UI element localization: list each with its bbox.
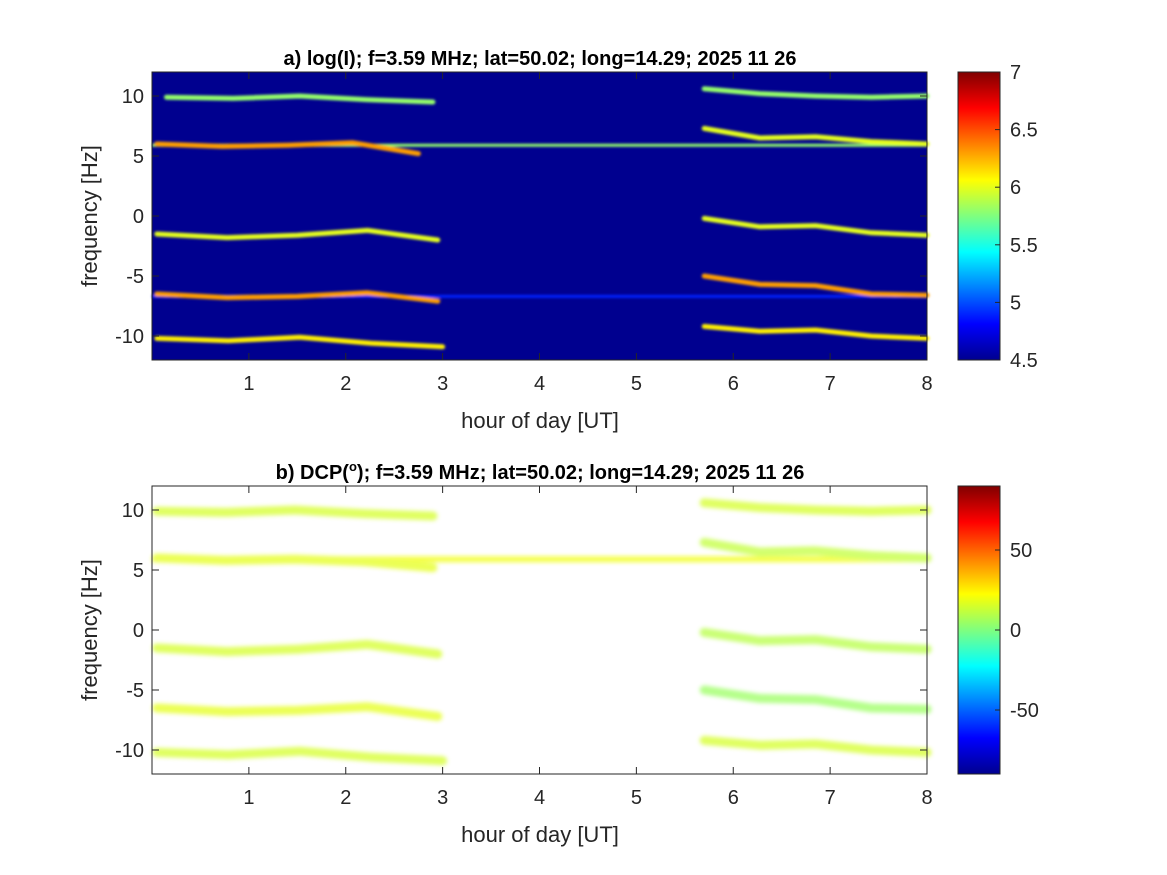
panel-b-colorbar xyxy=(957,485,1001,775)
panel-b-trace xyxy=(699,498,932,516)
panel-b-x-tick-label: 7 xyxy=(825,787,836,809)
panel-a-trace xyxy=(154,140,421,157)
panel-b-plot-background xyxy=(152,486,927,774)
panel-a-colorbar-tick-label: 5 xyxy=(1010,292,1021,314)
panel-a-colorbar-tick-label: 4.5 xyxy=(1010,350,1038,372)
panel-a-colorbar-tick-label: 5.5 xyxy=(1010,235,1038,257)
panel-a-x-tick-label: 7 xyxy=(825,373,836,395)
panel-b-y-tick-label: -5 xyxy=(126,680,144,702)
panel-b-features xyxy=(152,498,932,766)
panel-a-colorbar-tick-label: 6 xyxy=(1010,177,1021,199)
panel-a-y-tick-label: 5 xyxy=(133,146,144,168)
panel-a-y-tick-label: -5 xyxy=(126,266,144,288)
panel-a-colorbar xyxy=(957,71,1001,361)
panel-b-colorbar-tick-label: 0 xyxy=(1010,620,1021,642)
panel-a-y-ticks: 10 5 0 -5 -10 xyxy=(115,86,927,348)
panel-a-colorbar-ticks: 7 6.5 6 5.5 5 4.5 xyxy=(995,62,1038,372)
panel-a: a) log(I); f=3.59 MHz; lat=50.02; long=1… xyxy=(77,48,1038,433)
panel-b-title: b) DCP(o); f=3.59 MHz; lat=50.02; long=1… xyxy=(276,459,805,484)
panel-a-y-tick-label: -10 xyxy=(115,326,144,348)
panel-b-colorbar-ticks: 50 0 -50 xyxy=(995,540,1039,722)
panel-b-x-tick-label: 3 xyxy=(437,787,448,809)
panel-b-x-ticks: 1 2 3 4 5 6 7 8 xyxy=(243,486,933,809)
panel-a-x-ticks: 1 2 3 4 5 6 7 8 xyxy=(243,72,933,395)
panel-a-trace xyxy=(701,86,930,100)
panel-b-trace xyxy=(699,537,932,563)
panel-b-trace xyxy=(152,639,443,659)
panel-b-colorbar-tick-label: -50 xyxy=(1010,700,1039,722)
panel-a-title: a) log(I); f=3.59 MHz; lat=50.02; long=1… xyxy=(284,48,797,70)
panel-a-trace xyxy=(701,125,930,147)
panel-a-x-tick-label: 3 xyxy=(437,373,448,395)
panel-b-trace xyxy=(152,553,438,573)
panel-b-y-tick-label: 10 xyxy=(122,500,144,522)
panel-b-y-tick-label: 5 xyxy=(133,560,144,582)
panel-b-trace xyxy=(699,735,932,757)
panel-a-trace xyxy=(154,334,446,350)
panel-b-x-tick-label: 6 xyxy=(728,787,739,809)
panel-a-plot-background xyxy=(152,72,927,360)
panel-a-trace xyxy=(164,93,436,105)
panel-a-trace xyxy=(701,323,930,341)
panel-a-colorbar-tick-label: 6.5 xyxy=(1010,120,1038,142)
panel-b: b) DCP(o); f=3.59 MHz; lat=50.02; long=1… xyxy=(77,459,1039,847)
panel-b-y-tick-label: -10 xyxy=(115,740,144,762)
panel-b-trace xyxy=(699,685,932,714)
panel-b-x-tick-label: 4 xyxy=(534,787,545,809)
panel-a-trace xyxy=(154,290,441,304)
panel-b-trace xyxy=(699,627,932,654)
panel-a-features xyxy=(152,86,930,350)
panel-b-x-tick-label: 2 xyxy=(340,787,351,809)
panel-a-colorbar-tick-label: 7 xyxy=(1010,62,1021,84)
panel-a-trace xyxy=(154,227,441,243)
panel-a-y-tick-label: 0 xyxy=(133,206,144,228)
panel-b-y-axis-label: frequency [Hz] xyxy=(77,559,102,701)
panel-b-y-tick-label: 0 xyxy=(133,620,144,642)
panel-b-x-tick-label: 5 xyxy=(631,787,642,809)
panel-a-x-tick-label: 1 xyxy=(243,373,254,395)
panel-a-x-tick-label: 8 xyxy=(921,373,932,395)
panel-b-x-tick-label: 1 xyxy=(243,787,254,809)
panel-a-trace xyxy=(701,215,930,238)
panel-a-x-axis-label: hour of day [UT] xyxy=(461,408,619,433)
panel-a-x-tick-label: 4 xyxy=(534,373,545,395)
panel-b-colorbar-tick-label: 50 xyxy=(1010,540,1032,562)
panel-b-trace xyxy=(152,746,448,766)
panel-b-x-axis-label: hour of day [UT] xyxy=(461,822,619,847)
panel-a-x-tick-label: 2 xyxy=(340,373,351,395)
panel-a-trace xyxy=(701,273,930,298)
panel-b-y-ticks: 10 5 0 -5 -10 xyxy=(115,500,927,762)
panel-a-y-axis-label: frequency [Hz] xyxy=(77,145,102,287)
panel-b-x-tick-label: 8 xyxy=(921,787,932,809)
panel-a-x-tick-label: 5 xyxy=(631,373,642,395)
panel-b-trace xyxy=(152,702,443,721)
panel-a-y-tick-label: 10 xyxy=(122,86,144,108)
panel-a-x-tick-label: 6 xyxy=(728,373,739,395)
panel-b-trace xyxy=(152,505,438,521)
